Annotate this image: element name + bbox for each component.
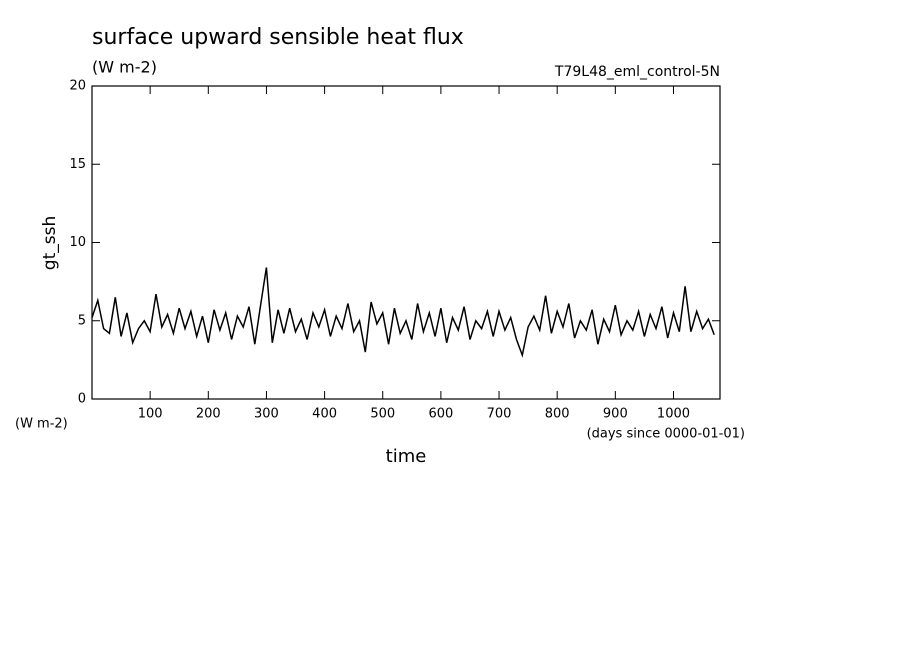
y-unit-label: (W m-2) [15, 417, 68, 432]
plot-frame [91, 85, 721, 400]
x-tick-label: 100 [138, 407, 163, 422]
y-tick-label: 0 [78, 392, 86, 407]
x-unit-label: (days since 0000-01-01) [587, 427, 745, 442]
y-tick-label: 5 [78, 313, 86, 328]
y-tick-label: 15 [69, 157, 86, 172]
chart-subtitle: (W m-2) [92, 58, 157, 77]
chart-title: surface upward sensible heat flux [92, 25, 464, 50]
x-tick-label: 500 [370, 407, 395, 422]
x-tick-label: 700 [487, 407, 512, 422]
x-tick-label: 200 [196, 407, 221, 422]
y-axis-label: gt_ssh [40, 216, 60, 270]
x-tick-label: 800 [545, 407, 570, 422]
x-tick-label: 900 [603, 407, 628, 422]
x-tick-label: 300 [254, 407, 279, 422]
experiment-label: T79L48_eml_control-5N [554, 64, 720, 80]
x-tick-label: 600 [428, 407, 453, 422]
x-tick-label: 400 [312, 407, 337, 422]
x-axis-label: time [386, 446, 427, 467]
x-tick-label: 1000 [657, 407, 690, 422]
data-line [91, 267, 715, 358]
y-tick-label: 10 [69, 235, 86, 250]
y-tick-label: 20 [69, 79, 86, 94]
